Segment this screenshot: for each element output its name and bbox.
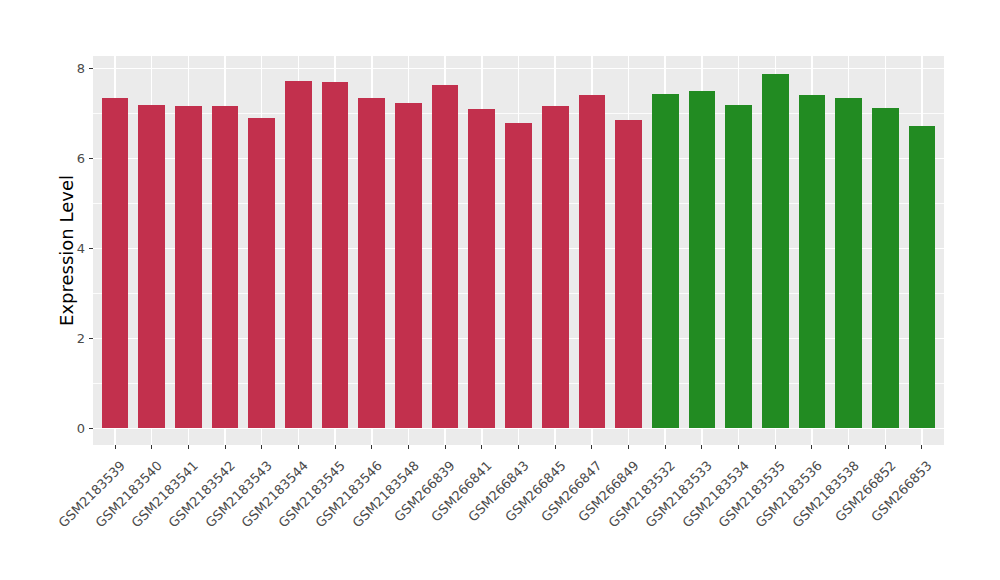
x-tick-mark: [738, 445, 739, 449]
x-tick-mark: [115, 445, 116, 449]
bar-chart: Expression Level 02468GSM2183539GSM21835…: [0, 0, 1000, 580]
x-tick-mark: [701, 445, 702, 449]
bar-GSM2183541: [175, 106, 202, 429]
bar-GSM2183534: [725, 105, 752, 428]
y-tick-mark: [89, 158, 93, 159]
x-tick-mark: [775, 445, 776, 449]
y-tick-mark: [89, 428, 93, 429]
bar-GSM2183535: [762, 74, 789, 428]
bar-GSM2183532: [652, 94, 679, 429]
bar-GSM2183543: [248, 118, 275, 429]
bar-GSM2183546: [358, 98, 385, 429]
x-tick-mark: [151, 445, 152, 449]
x-tick-mark: [298, 445, 299, 449]
x-tick-mark: [885, 445, 886, 449]
bar-GSM266845: [542, 106, 569, 429]
bar-GSM2183539: [102, 98, 129, 429]
bar-GSM2183542: [212, 106, 239, 429]
bar-GSM266847: [579, 95, 606, 428]
x-tick-mark: [518, 445, 519, 449]
plot-panel: [93, 56, 944, 445]
bar-GSM2183545: [322, 82, 349, 429]
x-tick-mark: [408, 445, 409, 449]
y-tick-label: 6: [53, 151, 85, 166]
y-tick-mark: [89, 248, 93, 249]
bar-GSM266839: [432, 85, 459, 428]
x-tick-mark: [811, 445, 812, 449]
y-tick-label: 0: [53, 421, 85, 436]
bar-GSM266849: [615, 120, 642, 428]
bar-GSM2183536: [799, 95, 826, 428]
bar-GSM2183540: [138, 105, 165, 428]
x-tick-mark: [188, 445, 189, 449]
y-tick-mark: [89, 68, 93, 69]
x-tick-mark: [481, 445, 482, 449]
bar-GSM2183548: [395, 103, 422, 428]
x-tick-mark: [225, 445, 226, 449]
x-tick-mark: [628, 445, 629, 449]
x-tick-mark: [261, 445, 262, 449]
bar-GSM266852: [872, 108, 899, 428]
bar-GSM2183544: [285, 81, 312, 428]
bar-GSM266841: [468, 109, 495, 428]
x-tick-mark: [445, 445, 446, 449]
x-tick-mark: [848, 445, 849, 449]
bar-GSM266843: [505, 123, 532, 428]
x-tick-mark: [665, 445, 666, 449]
bar-GSM266853: [909, 126, 936, 428]
bar-GSM2183538: [835, 98, 862, 428]
y-tick-label: 2: [53, 331, 85, 346]
y-tick-label: 4: [53, 241, 85, 256]
x-tick-mark: [591, 445, 592, 449]
x-tick-mark: [335, 445, 336, 449]
x-tick-mark: [371, 445, 372, 449]
bar-GSM2183533: [689, 91, 716, 429]
y-tick-label: 8: [53, 61, 85, 76]
x-tick-mark: [921, 445, 922, 449]
y-tick-mark: [89, 338, 93, 339]
x-tick-mark: [555, 445, 556, 449]
